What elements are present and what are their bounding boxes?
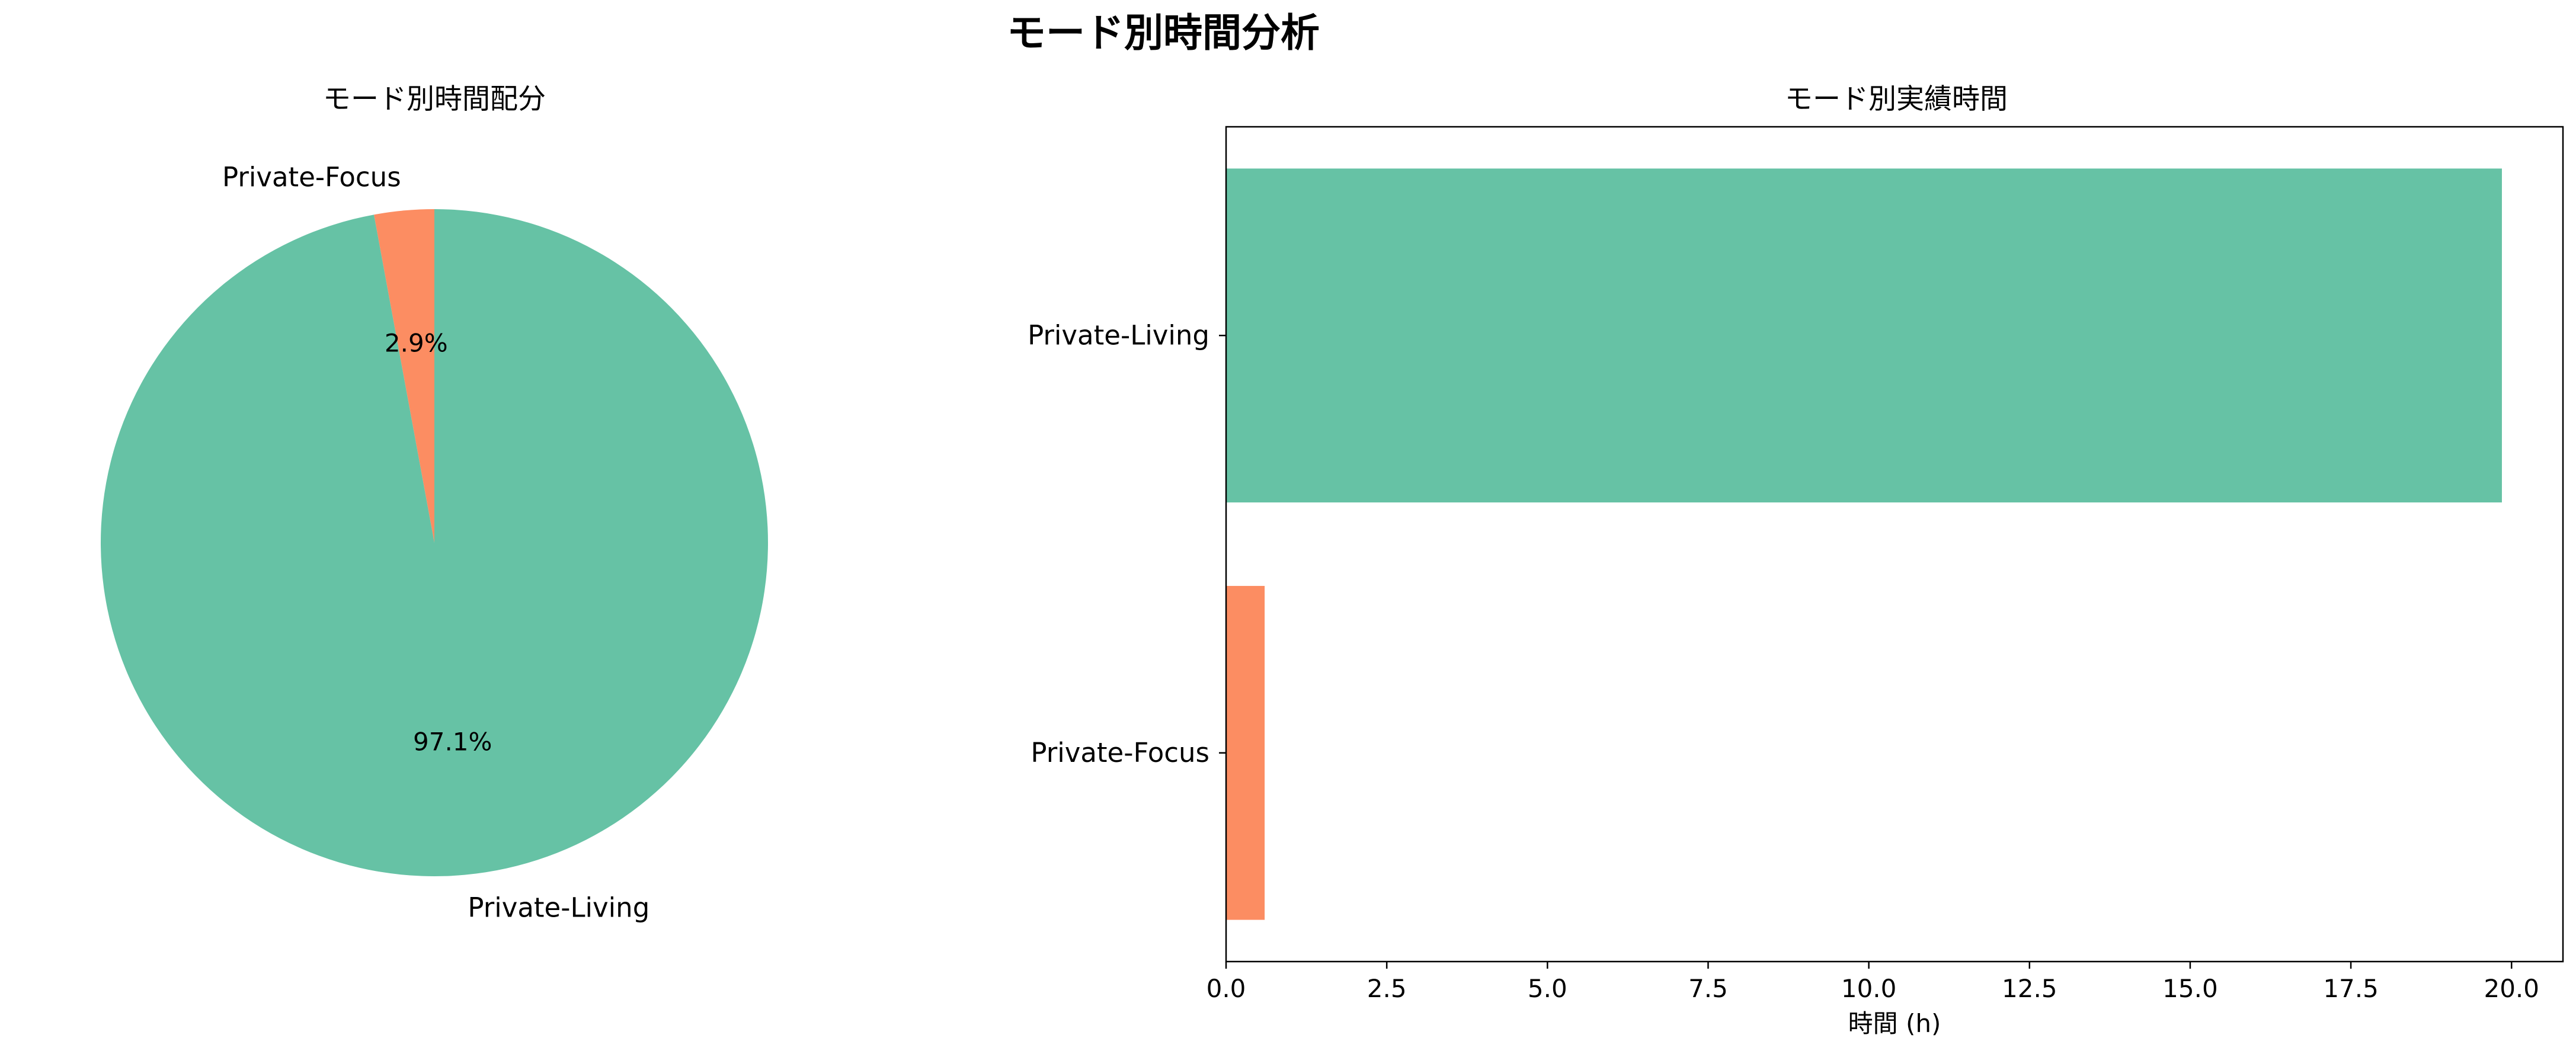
pie-percent-private-focus: 2.9% — [385, 329, 448, 358]
pie-chart-title: モード別時間配分 — [323, 83, 546, 116]
figure-title: モード別時間分析 — [1007, 10, 1320, 56]
pie-chart: モード別時間配分 Private-Focus 2.9% Private-Living… — [101, 83, 768, 924]
pie-label-private-focus: Private-Focus — [222, 161, 401, 193]
bar-chart: モード別実績時間 0.0 2.5 5.0 7.5 10.0 12.5 15.0 17.5 20.… — [1028, 83, 2564, 1038]
x-tick-label: 7.5 — [1688, 974, 1728, 1003]
x-tick-label: 15.0 — [2162, 974, 2218, 1003]
y-tick-label-private-living: Private-Living — [1028, 319, 1209, 351]
bar-chart-title: モード別実績時間 — [1785, 83, 2008, 116]
pie-labels: Private-Focus 2.9% Private-Living 97.1% — [222, 161, 649, 923]
x-tick-label: 12.5 — [2002, 974, 2057, 1003]
pie-percent-private-living: 97.1% — [413, 727, 492, 756]
pie-slices — [101, 209, 768, 876]
y-axis-ticks: Private-Living Private-Focus — [1028, 319, 1226, 768]
x-tick-label: 17.5 — [2323, 974, 2379, 1003]
bar-private-living — [1226, 168, 2502, 503]
y-tick-label-private-focus: Private-Focus — [1031, 737, 1209, 768]
bar-private-focus — [1226, 585, 1265, 920]
plot-frame — [1225, 126, 2564, 963]
pie-slice-private-living — [101, 209, 768, 876]
x-axis-label: 時間 (h) — [1848, 1009, 1941, 1038]
pie-slice-private-focus — [373, 209, 434, 543]
pie-label-private-living: Private-Living — [468, 892, 649, 924]
x-tick-label: 5.0 — [1528, 974, 1567, 1003]
x-tick-label: 10.0 — [1841, 974, 1897, 1003]
x-tick-label: 2.5 — [1367, 974, 1407, 1003]
x-tick-label: 20.0 — [2484, 974, 2539, 1003]
x-tick-label: 0.0 — [1207, 974, 1246, 1003]
bars — [1226, 168, 2502, 920]
x-axis-ticks: 0.0 2.5 5.0 7.5 10.0 12.5 15.0 17.5 20.0 — [1207, 962, 2539, 1003]
